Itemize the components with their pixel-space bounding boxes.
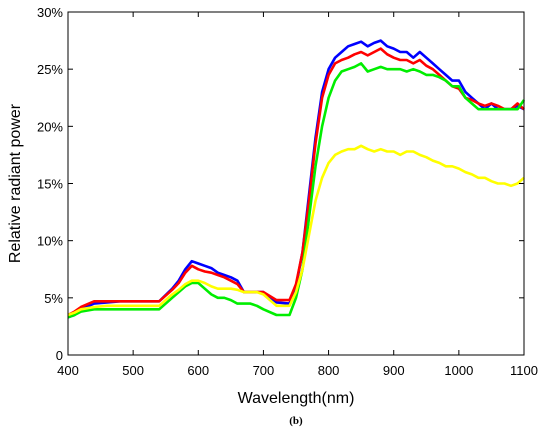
x-tick-label: 800 <box>318 363 340 378</box>
x-axis: 400 500 600 700 800 900 1000 1100 <box>57 12 538 378</box>
figure-caption: (b) <box>289 415 303 427</box>
x-axis-label: Wavelength(nm) <box>238 390 355 407</box>
series-line-1 <box>67 39 525 319</box>
y-tick-label: 15% <box>37 177 63 192</box>
y-axis: 0 5% 10% 15% 20% 25% 30% <box>37 5 524 363</box>
y-tick-label: 5% <box>44 291 63 306</box>
y-tick-label: 10% <box>37 234 63 249</box>
y-tick-label: 0 <box>56 348 63 363</box>
y-tick-label: 30% <box>37 5 63 20</box>
y-tick-label: 20% <box>37 119 63 134</box>
series-line-2 <box>67 47 525 317</box>
series-layer <box>67 39 526 319</box>
plot-area-frame <box>67 11 525 356</box>
series-line-3 <box>67 62 526 319</box>
series-line-4 <box>67 144 525 317</box>
y-tick-label: 25% <box>37 62 63 77</box>
x-tick-label: 1100 <box>510 363 538 378</box>
x-tick-label: 1000 <box>444 363 473 378</box>
x-tick-label: 600 <box>187 363 209 378</box>
x-tick-label: 400 <box>57 363 79 378</box>
x-tick-label: 900 <box>383 363 405 378</box>
x-tick-label: 700 <box>253 363 275 378</box>
y-axis-label: Relative radiant power <box>7 103 24 263</box>
x-tick-label: 500 <box>122 363 144 378</box>
